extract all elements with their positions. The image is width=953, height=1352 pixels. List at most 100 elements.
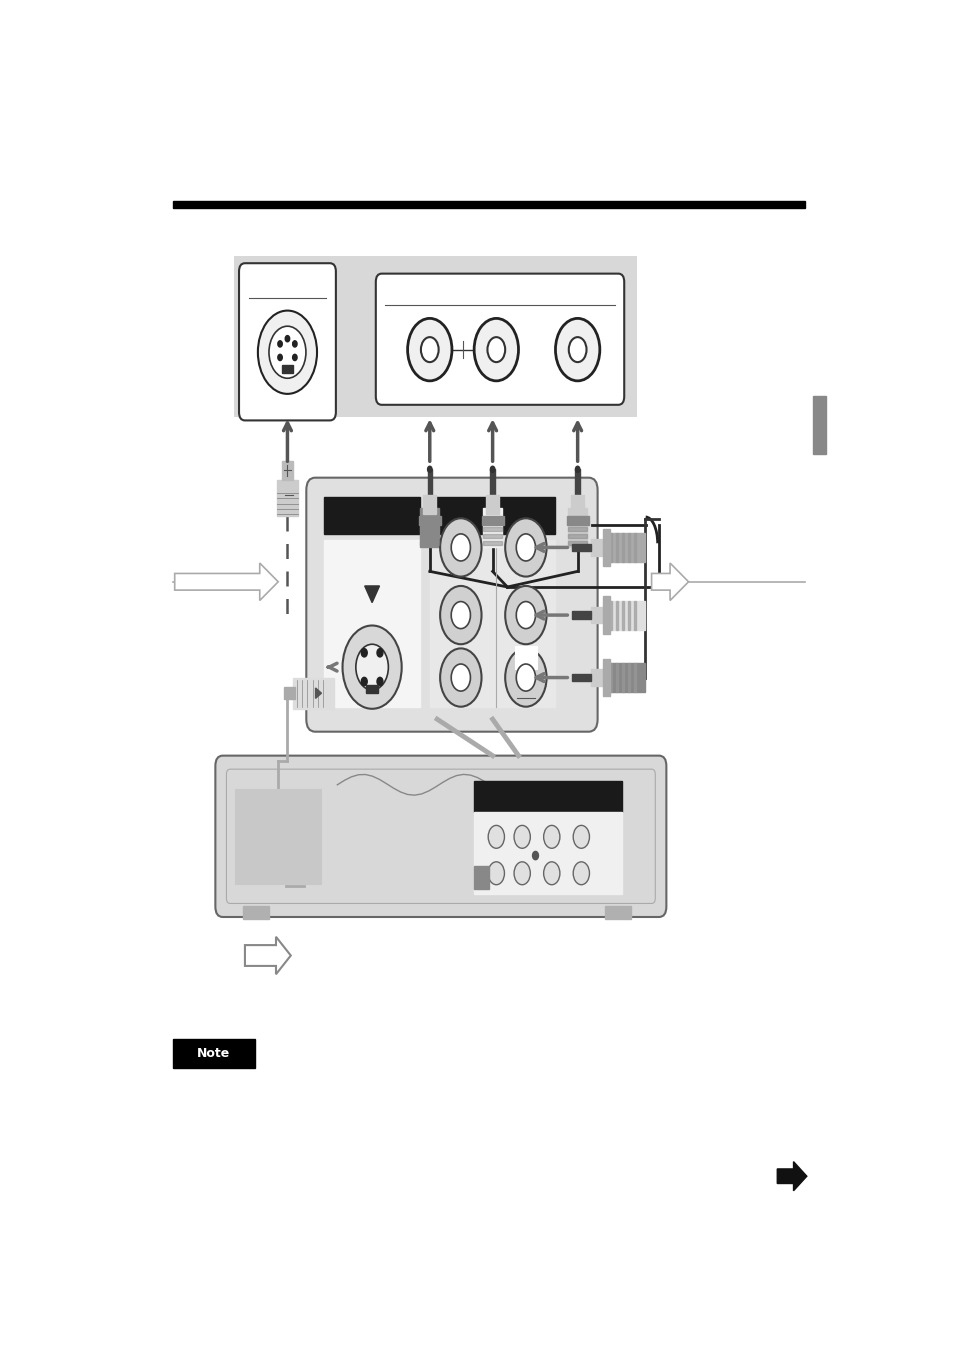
- Circle shape: [451, 602, 470, 629]
- Bar: [616, 600, 618, 630]
- Circle shape: [269, 326, 306, 379]
- Circle shape: [277, 341, 282, 347]
- Bar: [474, 867, 488, 888]
- Polygon shape: [651, 562, 688, 600]
- FancyBboxPatch shape: [306, 477, 597, 731]
- Bar: [419, 534, 439, 538]
- Bar: [571, 495, 583, 514]
- Bar: [602, 529, 610, 566]
- Bar: [572, 611, 590, 619]
- Circle shape: [532, 852, 537, 860]
- Bar: [482, 534, 501, 538]
- Polygon shape: [174, 562, 278, 600]
- Bar: [282, 365, 293, 373]
- Bar: [602, 658, 610, 696]
- Bar: [633, 662, 636, 692]
- Circle shape: [487, 337, 505, 362]
- Polygon shape: [315, 688, 321, 699]
- Bar: [621, 662, 623, 692]
- Bar: [281, 461, 294, 480]
- Bar: [482, 519, 501, 523]
- Bar: [482, 541, 501, 545]
- Circle shape: [573, 861, 589, 884]
- Circle shape: [439, 585, 481, 645]
- Circle shape: [293, 341, 296, 347]
- Bar: [590, 669, 603, 685]
- Circle shape: [439, 649, 481, 707]
- Bar: [173, 1038, 254, 1068]
- Circle shape: [427, 466, 432, 472]
- Polygon shape: [364, 585, 379, 603]
- Bar: [324, 541, 419, 707]
- Bar: [627, 533, 630, 562]
- Bar: [482, 527, 501, 531]
- Text: Note: Note: [197, 1046, 231, 1060]
- FancyBboxPatch shape: [215, 756, 665, 917]
- FancyBboxPatch shape: [226, 769, 655, 903]
- Bar: [567, 508, 587, 548]
- Bar: [590, 607, 603, 623]
- Bar: [616, 662, 618, 692]
- Bar: [572, 673, 590, 681]
- FancyBboxPatch shape: [239, 264, 335, 420]
- Bar: [429, 541, 555, 707]
- Bar: [610, 662, 612, 692]
- Bar: [627, 662, 630, 692]
- Bar: [602, 596, 610, 634]
- Bar: [429, 498, 555, 534]
- Bar: [419, 519, 439, 523]
- Circle shape: [568, 337, 586, 362]
- Bar: [284, 687, 294, 699]
- Circle shape: [293, 354, 296, 361]
- Bar: [427, 469, 432, 500]
- Circle shape: [514, 825, 530, 848]
- Bar: [276, 480, 297, 516]
- Bar: [604, 906, 630, 919]
- Bar: [603, 600, 644, 630]
- Bar: [233, 256, 637, 418]
- Bar: [419, 508, 439, 548]
- Bar: [242, 906, 269, 919]
- Circle shape: [420, 337, 438, 362]
- Bar: [423, 495, 436, 514]
- Bar: [324, 498, 419, 534]
- Bar: [610, 600, 612, 630]
- Bar: [567, 541, 587, 545]
- Bar: [567, 527, 587, 531]
- Bar: [616, 533, 618, 562]
- Bar: [603, 533, 644, 562]
- Circle shape: [355, 645, 388, 690]
- Circle shape: [439, 518, 481, 576]
- Bar: [633, 600, 636, 630]
- Circle shape: [257, 311, 316, 393]
- Circle shape: [575, 466, 579, 472]
- Bar: [294, 677, 334, 708]
- Bar: [419, 527, 439, 531]
- Circle shape: [516, 664, 535, 691]
- Circle shape: [488, 861, 504, 884]
- Bar: [485, 495, 498, 514]
- Circle shape: [490, 466, 495, 472]
- Bar: [812, 396, 825, 454]
- Circle shape: [543, 825, 559, 848]
- Bar: [603, 662, 644, 692]
- Bar: [621, 533, 623, 562]
- Bar: [474, 811, 621, 894]
- Circle shape: [361, 677, 367, 685]
- Circle shape: [451, 534, 470, 561]
- FancyBboxPatch shape: [375, 273, 623, 404]
- Circle shape: [407, 318, 452, 381]
- Circle shape: [555, 318, 599, 381]
- Circle shape: [505, 649, 546, 707]
- Bar: [490, 469, 495, 500]
- Circle shape: [505, 585, 546, 645]
- Circle shape: [505, 518, 546, 576]
- Circle shape: [474, 318, 518, 381]
- Circle shape: [516, 534, 535, 561]
- Circle shape: [376, 649, 382, 657]
- Bar: [621, 600, 623, 630]
- Circle shape: [516, 602, 535, 629]
- Bar: [419, 541, 439, 545]
- Bar: [482, 508, 501, 548]
- Bar: [633, 533, 636, 562]
